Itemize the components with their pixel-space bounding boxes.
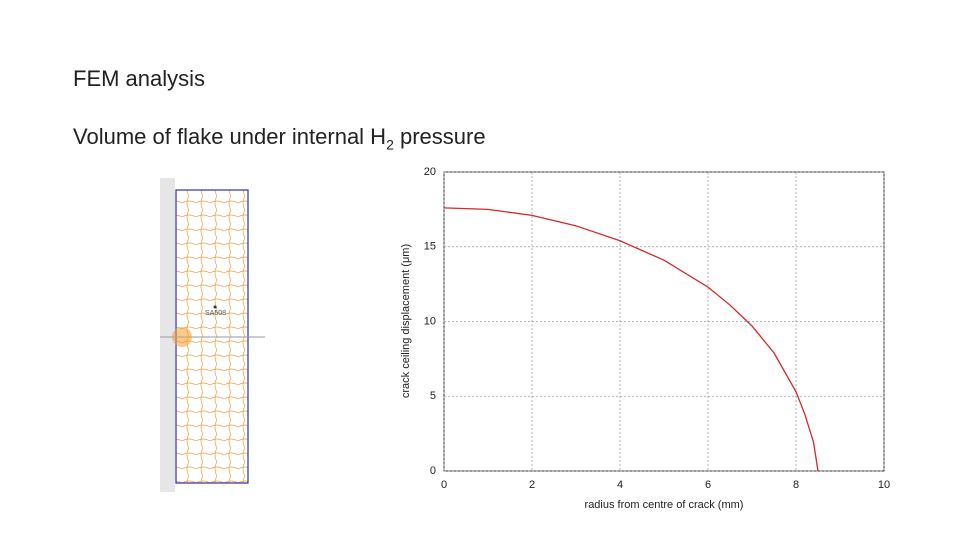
x-tick-label: 2	[529, 479, 535, 491]
y-tick-label: 5	[430, 390, 436, 402]
mesh-label: SA508	[205, 310, 226, 317]
mesh-image: SA508	[160, 178, 265, 492]
slide-title: FEM analysis	[73, 66, 206, 91]
y-tick-label: 15	[424, 241, 436, 253]
heading-subscript: 2	[386, 136, 394, 153]
y-axis-label: crack ceiling displacement (μm)	[400, 244, 412, 398]
x-axis-label: radius from centre of crack (mm)	[585, 499, 744, 511]
slide-heading: Volume of flake under internal H2 pressu…	[73, 124, 486, 152]
x-tick-label: 8	[793, 479, 799, 491]
x-tick-label: 0	[441, 479, 447, 491]
heading-tail: pressure	[393, 124, 486, 149]
x-tick-label: 4	[617, 479, 623, 491]
y-tick-label: 20	[424, 166, 436, 178]
x-tick-label: 10	[878, 479, 890, 491]
x-tick-label: 6	[705, 479, 711, 491]
data-line	[443, 207, 819, 472]
y-tick-label: 10	[424, 315, 436, 327]
y-tick-label: 0	[430, 465, 436, 477]
heading-text: Volume of flake under internal H	[73, 124, 387, 149]
